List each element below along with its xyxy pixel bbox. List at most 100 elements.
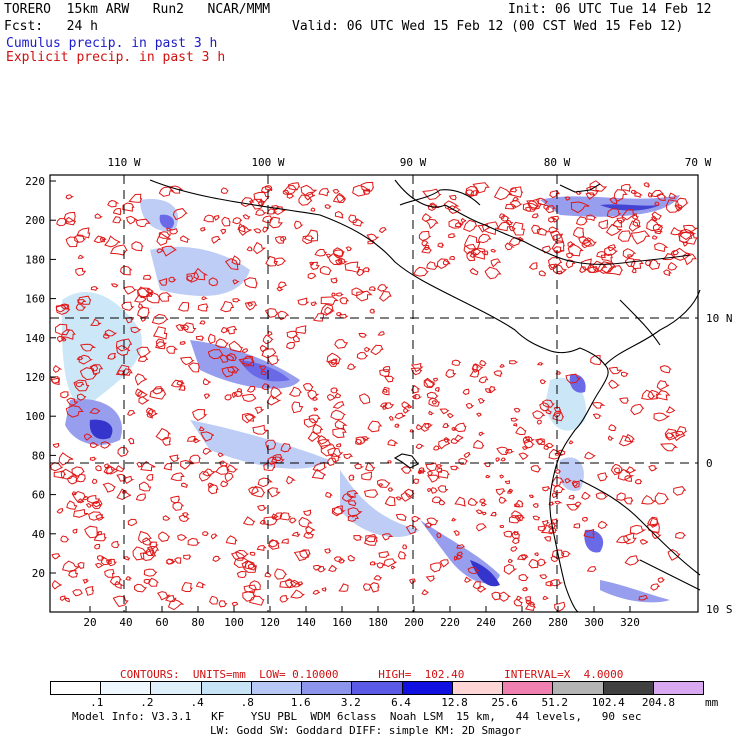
precip-contour (135, 388, 146, 397)
precip-contour (278, 281, 287, 289)
precip-contour (289, 517, 297, 524)
precip-contour (264, 571, 272, 578)
precip-contour (630, 189, 638, 195)
precip-contour (552, 412, 565, 422)
precip-contour (317, 565, 327, 573)
precip-contour (232, 279, 240, 285)
precip-contour (339, 297, 350, 305)
precip-contour (336, 312, 343, 317)
precip-contour (56, 304, 68, 313)
precip-contour (89, 364, 104, 375)
precip-contour (136, 346, 152, 358)
precip-contour (667, 261, 678, 271)
precip-contour (510, 187, 518, 193)
precip-contour (85, 502, 93, 508)
precip-contour (503, 563, 518, 575)
precip-contour (621, 371, 629, 378)
precip-contour (358, 393, 371, 405)
precip-contour (264, 308, 280, 318)
precip-contour (425, 522, 433, 528)
precip-contour (231, 392, 238, 399)
precip-contour (158, 186, 175, 197)
precip-contour (116, 345, 131, 356)
precip-contour (510, 417, 519, 422)
precip-contour (82, 578, 90, 584)
precip-contour (552, 246, 565, 254)
precip-contour (334, 211, 344, 219)
precip-contour (280, 236, 287, 242)
precip-contour (291, 401, 304, 414)
precip-contour (548, 226, 560, 234)
precip-contour (333, 556, 343, 563)
precip-contour (291, 531, 301, 537)
precip-contour (60, 303, 69, 310)
lat-label: 0 (706, 457, 713, 470)
precip-contour (421, 213, 433, 222)
precip-contour (104, 329, 118, 337)
precip-contour (59, 595, 68, 602)
precip-contour (522, 202, 541, 212)
precip-contour (448, 194, 457, 201)
coastlines (149, 179, 701, 613)
precip-contour (242, 214, 251, 220)
precip-contour (672, 247, 692, 261)
precip-contour (262, 215, 273, 224)
precip-contour (320, 296, 339, 306)
precip-contour (522, 436, 531, 444)
precip-contour (410, 367, 423, 376)
precip-contour (122, 556, 131, 561)
precip-contour (226, 353, 237, 362)
precip-contour (654, 492, 670, 505)
precip-contour (596, 251, 607, 259)
precip-contour (353, 534, 363, 541)
precip-contour (469, 369, 480, 378)
valid-time: Valid: 06 UTC Wed 15 Feb 12 (00 CST Wed … (292, 19, 684, 34)
precip-contour (260, 370, 268, 376)
precip-contour (464, 576, 473, 583)
precip-contour (481, 221, 500, 235)
precip-contour (674, 204, 683, 212)
precip-contour (378, 227, 387, 234)
precip-contour (549, 190, 561, 199)
precip-contour (439, 559, 449, 568)
precip-contour (610, 463, 623, 476)
y-tick-label: 40 (32, 528, 45, 541)
precip-contour (512, 196, 520, 202)
precip-contour (668, 192, 678, 200)
precip-contour (352, 218, 365, 227)
precip-contour (485, 474, 491, 479)
precip-contour (423, 378, 436, 389)
precip-contour (361, 471, 373, 481)
precip-contour (232, 298, 241, 303)
precip-contour (107, 199, 120, 208)
precip-contour (525, 599, 533, 605)
precip-contour (50, 377, 60, 385)
precip-contour (76, 227, 91, 239)
precip-contour (338, 558, 346, 564)
precip-contour (186, 435, 198, 442)
precip-contour (312, 423, 324, 435)
precip-contour (394, 423, 400, 428)
precip-contour (253, 191, 270, 203)
precip-contour (454, 434, 464, 442)
precip-contour (262, 226, 269, 233)
precip-contour (670, 430, 686, 442)
precip-contour (478, 376, 489, 384)
precip-contour (366, 233, 380, 242)
precip-contour (445, 369, 457, 378)
precip-contour (528, 494, 535, 499)
precip-contour (283, 184, 298, 195)
precip-contour (467, 566, 480, 575)
precip-contour (289, 579, 304, 588)
lon-label: 80 W (544, 156, 571, 169)
precip-contour (586, 566, 597, 572)
colorbar-swatch (553, 682, 604, 694)
precip-contour (115, 364, 131, 376)
precip-contour (152, 326, 168, 340)
precip-contour (412, 266, 429, 277)
precip-contour (454, 496, 466, 507)
precip-contour (76, 298, 87, 304)
precip-contour (629, 524, 647, 535)
precip-contour (327, 253, 343, 266)
precip-contour (294, 220, 304, 230)
